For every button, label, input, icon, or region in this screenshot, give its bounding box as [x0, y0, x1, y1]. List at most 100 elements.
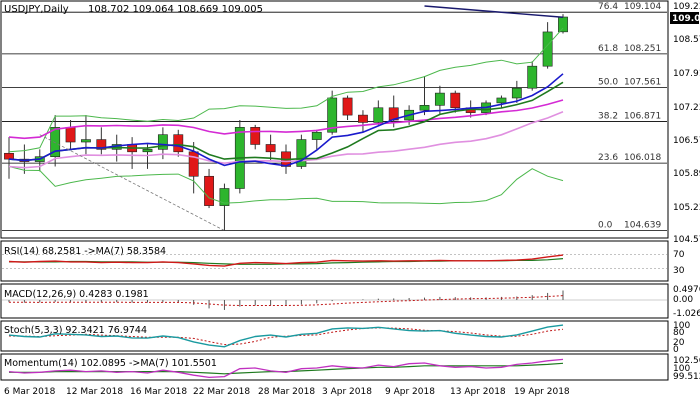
- price-title-block: USDJPY,Daily 108.702 109.064 108.669 109…: [4, 4, 263, 15]
- candle-body: [265, 144, 276, 153]
- fibonacci-level-label: 50.0: [598, 78, 618, 88]
- fibonacci-level-label: 38.2: [598, 111, 618, 121]
- date-x-axis: 6 Mar 2018 12 Mar 2018 16 Mar 2018 22 Ma…: [4, 387, 570, 397]
- macd-signal-line: [9, 295, 564, 306]
- price-title: USDJPY,Daily: [4, 4, 69, 15]
- date-tick: 13 Apr 2018: [450, 387, 506, 397]
- momentum-line: [8, 358, 564, 379]
- price-tick: 105.230: [673, 203, 700, 213]
- stoch-main-line: [8, 324, 564, 348]
- candle-body: [511, 87, 522, 99]
- candle-body: [204, 175, 214, 206]
- macd-pane: [0, 283, 669, 319]
- macd-tick: -1.026: [673, 309, 700, 319]
- candle-body: [250, 127, 261, 145]
- price-tick: 106.570: [673, 136, 700, 146]
- price-ohlc: 108.702 109.064 108.669 109.005: [88, 4, 263, 15]
- fibonacci-level-label: 23.6: [598, 153, 618, 163]
- candle-body: [327, 97, 338, 133]
- rsi-tick: 30: [673, 266, 685, 276]
- price-tick: 107.230: [673, 103, 700, 113]
- candle-body: [419, 105, 430, 111]
- fibonacci-level-label: 61.8: [598, 44, 618, 54]
- stoch-tick: 20: [673, 338, 685, 348]
- candle-body: [219, 188, 230, 206]
- fibonacci-level-value: 108.251: [624, 44, 661, 54]
- macd-tick: 0.4976: [673, 285, 700, 295]
- fibonacci-level-label: 0.0: [598, 221, 613, 231]
- candle-body: [496, 97, 507, 104]
- momentum-y-axis: 102.5668 100 99.5124: [673, 356, 700, 382]
- price-tick: 107.910: [673, 69, 700, 79]
- candle-body: [65, 127, 76, 143]
- last-price-box: [670, 12, 699, 24]
- price-tick: 109.230: [673, 2, 700, 12]
- stoch-tick: 100: [673, 321, 690, 331]
- date-tick: 3 Apr 2018: [322, 387, 372, 397]
- stoch-label: Stoch(5,3,3) 92.3421 76.9744: [4, 325, 147, 336]
- fibonacci-level-value: 107.561: [624, 78, 661, 88]
- candle-body: [342, 97, 353, 116]
- lower-band-line: [8, 166, 564, 205]
- price-series-layer: 76.4 109.104 61.8 108.251 50.0 107.561 38.2 106…: [2, 2, 667, 232]
- price-tick: 108.570: [673, 35, 700, 45]
- date-tick: 9 Apr 2018: [385, 387, 435, 397]
- candle-body: [173, 134, 184, 153]
- candle-body: [558, 16, 568, 33]
- candle-body: [311, 131, 322, 140]
- date-tick: 12 Mar 2018: [66, 387, 123, 397]
- fibonacci-level-label: 76.4: [598, 2, 618, 12]
- blue-ma-line: [8, 73, 564, 167]
- indicator-layer: [2, 5, 667, 379]
- upper-band-line: [8, 27, 564, 153]
- candle-body: [188, 151, 199, 177]
- candle-body: [434, 92, 445, 106]
- stoch-tick: 80: [673, 328, 685, 338]
- resistance-line: [424, 5, 564, 18]
- candle-body: [358, 114, 368, 123]
- candle-body: [542, 31, 553, 67]
- last-price-label: 109.005: [672, 14, 700, 24]
- fibonacci-level-value: 106.871: [624, 111, 661, 121]
- momentum-label: Momentum(14) 102.0895 ->MA(7) 101.5501: [4, 358, 217, 369]
- momentum-tick: 100: [673, 364, 690, 374]
- fibonacci-level-value: 109.104: [624, 2, 661, 12]
- momentum-tick: 102.5668: [673, 356, 700, 366]
- momentum-ma-line: [9, 362, 564, 375]
- candle-body: [142, 149, 153, 153]
- macd-label: MACD(12,26,9) 0.4283 0.1981: [4, 289, 149, 300]
- candle-body: [296, 139, 307, 167]
- momentum-pane: [0, 353, 669, 381]
- price-tick: 105.890: [673, 169, 700, 179]
- rsi-line: [8, 254, 564, 267]
- candle-body: [96, 139, 107, 150]
- stoch-y-axis: 100 80 20 0: [673, 321, 690, 355]
- date-tick: 28 Mar 2018: [258, 387, 315, 397]
- momentum-tick: 99.5124: [673, 372, 700, 382]
- rsi-tick: 70: [673, 250, 685, 260]
- pink-ma-line: [8, 110, 564, 169]
- candle-body: [527, 65, 538, 89]
- magenta-ma-line: [8, 99, 564, 140]
- macd-tick: 0.00: [673, 295, 693, 305]
- fibonacci-level-value: 106.018: [624, 153, 661, 163]
- price-tick: 104.570: [673, 235, 700, 245]
- macd-y-axis: 0.4976 0.00 -1.026: [673, 285, 700, 319]
- candle-body: [50, 127, 61, 157]
- date-tick: 16 Mar 2018: [130, 387, 187, 397]
- rsi-label: RSI(14) 68.2581 ->MA(7) 58.3584: [4, 246, 166, 257]
- date-tick: 22 Mar 2018: [193, 387, 250, 397]
- date-tick: 19 Apr 2018: [514, 387, 570, 397]
- stoch-signal-line: [8, 327, 564, 346]
- candle-body: [4, 152, 14, 160]
- stoch-tick: 0: [673, 345, 679, 355]
- candle-body: [157, 134, 168, 150]
- date-tick: 6 Mar 2018: [4, 387, 56, 397]
- price-y-axis: 109.230 109.005 108.570 107.910 107.230 …: [670, 2, 700, 245]
- candle-body: [373, 107, 384, 123]
- candle-body: [81, 139, 91, 143]
- rsi-y-axis: 70 30: [673, 250, 685, 276]
- fibonacci-level-value: 104.639: [624, 221, 661, 231]
- candle-body: [450, 92, 461, 109]
